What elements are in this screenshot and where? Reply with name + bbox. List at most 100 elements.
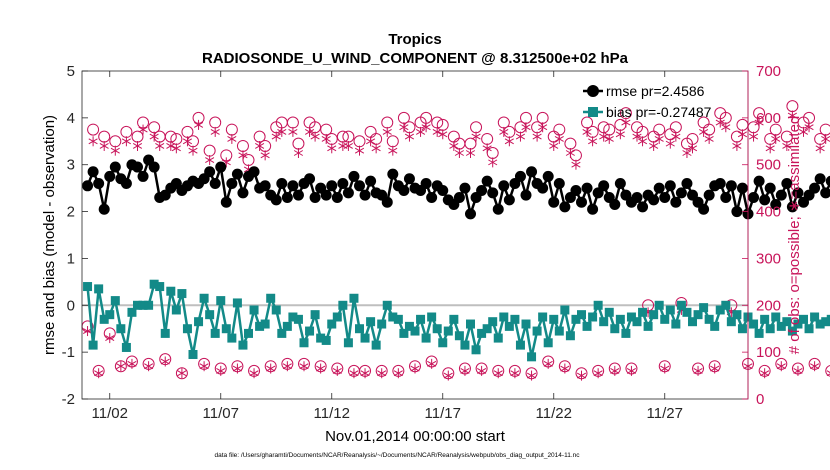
asterisk-stroke: [88, 138, 98, 145]
assimilated-obs-point: [671, 131, 681, 142]
assimilated-obs-point: [349, 368, 359, 379]
asterisk-stroke: [177, 370, 187, 377]
rmse-point: [209, 177, 221, 189]
bias-point: [277, 328, 287, 338]
assimilated-obs-point: [754, 117, 764, 128]
asterisk-stroke: [554, 136, 564, 142]
rmse-point: [664, 180, 676, 192]
assimilated-obs-point: [482, 143, 492, 154]
rmse-point: [542, 170, 554, 182]
rmse-point: [459, 182, 471, 194]
assimilated-obs-point: [282, 361, 292, 372]
x-tick-label: 11/02: [92, 405, 128, 422]
assimilated-obs-point: [526, 370, 537, 381]
assimilated-obs-point: [343, 140, 353, 151]
asterisk-stroke: [488, 159, 498, 166]
assimilated-obs-point: [549, 140, 559, 151]
assimilated-obs-point: [560, 363, 570, 374]
asterisk-stroke: [621, 119, 631, 126]
rmse-point: [426, 192, 438, 204]
asterisk-stroke: [793, 367, 803, 374]
rmse-point: [215, 161, 227, 173]
bias-point: [826, 314, 830, 324]
assimilated-obs-point: [415, 126, 426, 137]
assimilated-obs-point: [504, 136, 514, 147]
rmse-point: [814, 173, 826, 185]
rmse-point: [503, 194, 515, 206]
asterisk-stroke: [116, 363, 126, 370]
rmse-point: [698, 203, 710, 215]
assimilated-obs-point: [815, 143, 825, 154]
bias-point: [660, 314, 670, 324]
legend: rmse pr=2.4586 bias pr=-0.27487: [583, 83, 712, 120]
bias-point: [710, 321, 720, 331]
assimilated-obs-point: [798, 126, 809, 137]
assimilated-obs-point: [465, 148, 476, 158]
legend-rmse-marker: [587, 85, 599, 97]
assimilated-obs-point: [371, 143, 381, 154]
bias-point: [488, 317, 498, 327]
assimilated-obs-point: [382, 126, 392, 137]
asterisk-stroke: [732, 143, 742, 149]
rmse-point: [337, 177, 349, 189]
bias-point: [88, 340, 98, 350]
bias-point: [127, 307, 137, 317]
assimilated-obs-point: [144, 361, 154, 372]
assimilated-obs-point: [732, 140, 742, 151]
rmse-point: [331, 192, 343, 204]
y-tick-label-right: 500: [756, 157, 781, 174]
assimilated-obs-point: [554, 133, 564, 144]
assimilated-obs-point: [304, 126, 315, 137]
assimilated-obs-point: [776, 361, 786, 372]
bias-point: [443, 326, 453, 336]
bias-point: [582, 321, 592, 331]
asterisk-stroke: [754, 119, 764, 126]
rmse-point: [487, 187, 499, 199]
asterisk-stroke: [699, 128, 709, 135]
bias-point: [460, 340, 470, 350]
asterisk-stroke: [626, 367, 637, 374]
y-tick-label-left: 4: [67, 110, 75, 127]
bias-point: [477, 328, 487, 338]
rmse-point: [398, 184, 410, 196]
assimilated-obs-point: [199, 361, 209, 372]
assimilated-obs-point: [421, 122, 431, 133]
asterisk-stroke: [310, 133, 320, 140]
asterisk-stroke: [354, 147, 365, 154]
assimilated-obs-point: [99, 140, 109, 151]
rmse-point: [764, 182, 776, 194]
rmse-point: [437, 184, 449, 196]
asterisk-stroke: [182, 138, 193, 145]
asterisk-stroke: [810, 363, 820, 370]
y-tick-label-left: 1: [67, 250, 75, 267]
asterisk-stroke: [637, 138, 648, 145]
asterisk-stroke: [610, 367, 620, 374]
assimilated-obs-point: [515, 131, 526, 142]
y-tick-label-right: 100: [756, 344, 781, 361]
rmse-point: [714, 177, 726, 189]
asterisk-stroke: [382, 128, 392, 135]
y-tick-label-left: 3: [67, 157, 75, 174]
asterisk-stroke: [599, 133, 609, 140]
asterisk-stroke: [787, 112, 797, 119]
rmse-point: [720, 192, 732, 204]
assimilated-obs-point: [704, 133, 714, 144]
assimilated-obs-point: [177, 368, 187, 379]
rmse-point: [320, 189, 332, 201]
bias-point: [404, 321, 414, 331]
bias-point: [138, 300, 148, 310]
rmse-point: [476, 184, 488, 196]
assimilated-obs-point: [205, 155, 215, 166]
rmse-point: [703, 189, 715, 201]
bias-point: [327, 319, 337, 329]
asterisk-stroke: [266, 365, 276, 372]
rmse-point: [825, 175, 830, 187]
rmse-point: [453, 192, 465, 204]
bias-point: [527, 352, 537, 362]
asterisk-stroke: [654, 136, 664, 142]
assimilated-obs-point: [266, 363, 276, 374]
bias-point: [216, 296, 226, 306]
y-tick-label-left: 2: [67, 204, 75, 221]
bias-point: [377, 319, 387, 329]
bias-point: [565, 331, 575, 341]
